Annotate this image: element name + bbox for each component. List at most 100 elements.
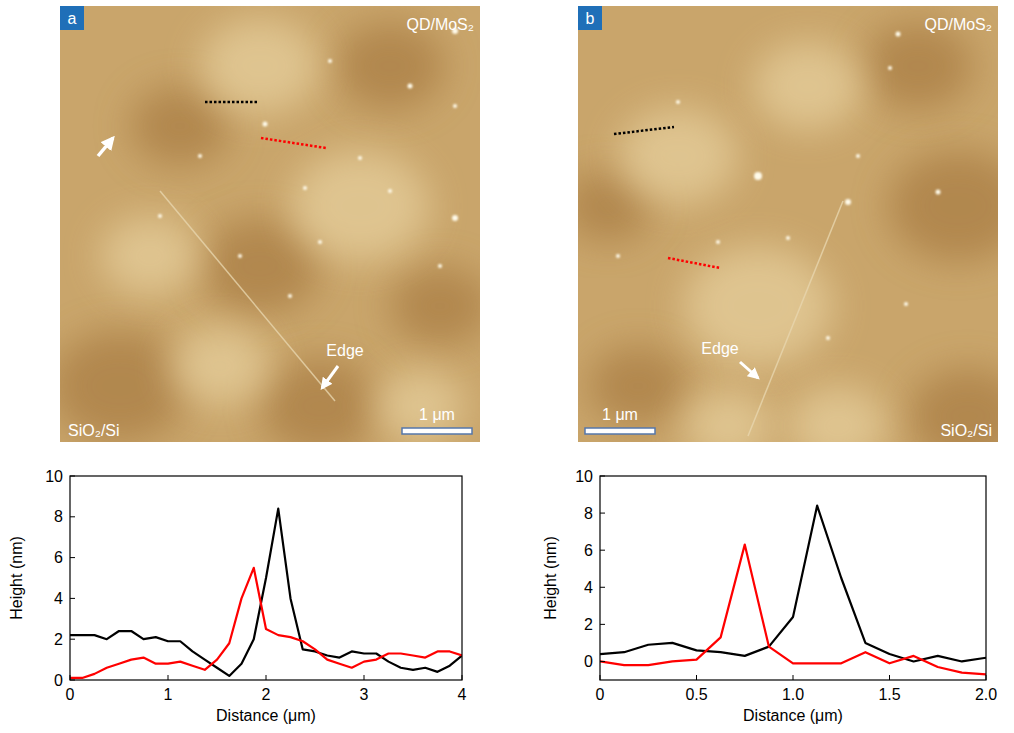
x-tick: [266, 675, 267, 680]
x-tick: [70, 675, 71, 680]
image-content: [578, 6, 998, 442]
figure: aQD/MoS₂SiO₂/SiEdge1 μmbQD/MoS₂SiO₂/SiEd…: [0, 0, 1014, 733]
scale-bar-label: 1 μm: [602, 406, 638, 423]
profile-line: [668, 258, 720, 268]
y-tick: [70, 557, 75, 558]
y-tick: [70, 598, 75, 599]
y-tick: [600, 587, 605, 588]
x-tick-label: 1: [164, 686, 173, 703]
y-tick-label: 2: [584, 616, 593, 633]
sample-label: QD/MoS₂: [406, 16, 474, 33]
y-tick-label: 10: [45, 468, 63, 485]
quantum-dot: [676, 100, 680, 104]
y-tick: [70, 476, 75, 477]
quantum-dot: [936, 190, 941, 195]
image-content: [60, 6, 480, 442]
quantum-dot: [408, 84, 413, 89]
texture-dark: [390, 266, 480, 346]
y-tick-label: 6: [584, 542, 593, 559]
x-tick-label: 0: [596, 686, 605, 703]
quantum-dot: [826, 336, 830, 340]
quantum-dot: [845, 199, 851, 205]
y-tick: [600, 661, 605, 662]
y-tick: [600, 513, 605, 514]
quantum-dot: [754, 172, 762, 180]
x-tick: [793, 675, 794, 680]
texture-dark: [888, 150, 998, 262]
x-tick: [696, 675, 697, 680]
afm-image: a QD/MoS₂ SiO₂/Si Edge 1 μm: [50, 6, 490, 454]
quantum-dot: [198, 154, 202, 158]
texture-light: [618, 108, 738, 204]
texture-light: [290, 150, 430, 262]
quantum-dot: [896, 32, 901, 37]
quantum-dot: [303, 186, 307, 190]
line-chart: 00.51.01.52.00246810Distance (μm)Height …: [542, 468, 997, 725]
quantum-dot: [158, 214, 162, 218]
x-tick: [986, 675, 987, 680]
x-tick-label: 3: [360, 686, 369, 703]
texture-dark: [260, 358, 380, 442]
y-tick-label: 10: [575, 468, 593, 485]
plot-frame: [600, 476, 986, 680]
plot-data: [70, 509, 462, 678]
profile-line: [261, 138, 326, 148]
quantum-dot: [453, 104, 457, 108]
x-axis-title: Distance (μm): [743, 707, 843, 724]
plot-frame: [70, 476, 462, 680]
y-tick-label: 6: [54, 549, 63, 566]
line-chart: 012340246810Distance (μm)Height (nm): [8, 468, 467, 725]
x-tick-label: 1.0: [782, 686, 804, 703]
panel-letter-box: [60, 6, 84, 30]
x-tick: [889, 675, 890, 680]
quantum-dot: [888, 66, 892, 70]
plot-data: [600, 506, 986, 675]
x-tick: [168, 675, 169, 680]
substrate-label: SiO₂/Si: [68, 422, 120, 439]
quantum-dot: [438, 264, 442, 268]
texture-light: [100, 216, 200, 296]
y-tick-label: 8: [584, 505, 593, 522]
x-tick-label: 1.5: [878, 686, 900, 703]
texture-light: [753, 42, 863, 130]
texture-dark: [863, 22, 973, 110]
panel-letter-box: [578, 6, 602, 30]
profile-curve: [600, 506, 986, 662]
quantum-dot: [238, 254, 242, 258]
quantum-dot: [358, 156, 362, 160]
scale-bar: [585, 428, 655, 434]
edge-label: Edge: [701, 340, 738, 357]
substrate-label: SiO₂/Si: [940, 422, 992, 439]
quantum-dot: [318, 240, 322, 244]
edge-arrow: [322, 366, 338, 388]
panel-letter: a: [68, 10, 77, 27]
profile-curve: [70, 568, 462, 678]
texture-light: [788, 386, 888, 442]
y-tick-label: 0: [54, 672, 63, 689]
scale-bar-label: 1 μm: [419, 406, 455, 423]
quantum-dot: [616, 254, 620, 258]
y-tick-label: 0: [584, 653, 593, 670]
y-tick: [70, 639, 75, 640]
edge-label: Edge: [326, 342, 363, 359]
texture-dark: [130, 86, 230, 166]
quantum-dot: [716, 240, 720, 244]
quantum-dot: [856, 154, 860, 158]
flake-edge: [748, 201, 843, 436]
edge-arrow: [740, 362, 758, 378]
quantum-dot: [452, 215, 458, 221]
texture-dark: [60, 330, 190, 442]
y-tick: [70, 516, 75, 517]
scale-bar: [402, 428, 472, 434]
y-tick-label: 4: [54, 590, 63, 607]
y-tick: [600, 476, 605, 477]
y-axis-title: Height (nm): [542, 536, 559, 620]
texture-light: [683, 390, 773, 442]
x-tick: [462, 675, 463, 680]
x-tick-label: 4: [458, 686, 467, 703]
afm-image: bQD/MoS₂SiO₂/SiEdge1 μm: [563, 6, 1014, 466]
y-tick-label: 2: [54, 631, 63, 648]
quantum-dot: [786, 236, 790, 240]
texture-dark: [335, 22, 445, 110]
particle-arrow: [98, 138, 113, 156]
